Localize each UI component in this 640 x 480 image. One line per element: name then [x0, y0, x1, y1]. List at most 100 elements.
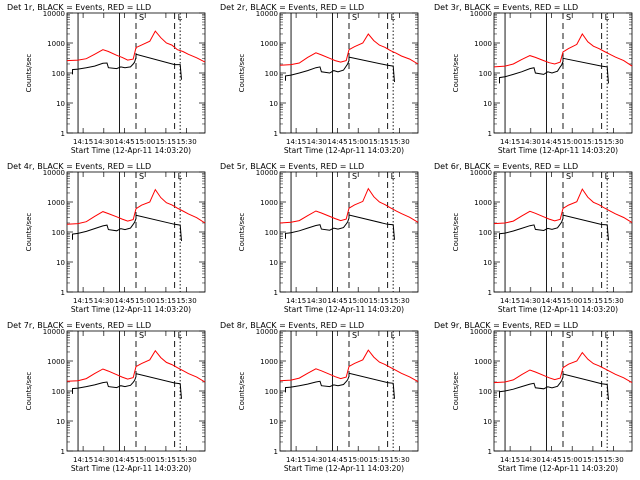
events-series-line — [72, 214, 182, 242]
ytick-label: 1 — [274, 130, 278, 138]
xtick-label: 14:45 — [114, 456, 134, 464]
y-axis-label: Counts/sec — [25, 213, 33, 252]
x-axis-label: Start Time (12-Apr-11 14:03:20) — [498, 464, 618, 473]
annotation-l: L — [605, 331, 610, 340]
lld-series-line — [279, 33, 419, 66]
annotation-s: S — [566, 172, 571, 181]
xtick-label: 15:00 — [135, 138, 155, 146]
xtick-label: 14:30 — [307, 456, 327, 464]
xtick-label: 14:15 — [73, 456, 93, 464]
panel-title: Det 3r, BLACK = Events, RED = LLD — [434, 3, 578, 12]
y-axis-label: Counts/sec — [25, 54, 33, 93]
lld-series-line — [493, 351, 633, 384]
y-axis-label: Counts/sec — [238, 372, 246, 411]
events-series-line — [285, 372, 395, 399]
xtick-label: 14:30 — [94, 138, 114, 146]
xtick-label: 15:15 — [156, 456, 176, 464]
ytick-label: 1 — [61, 448, 65, 456]
ytick-label: 1000 — [260, 40, 278, 48]
x-axis-label: Start Time (12-Apr-11 14:03:20) — [498, 146, 618, 155]
annotation-l: L — [391, 331, 396, 340]
annotation-s: S — [566, 13, 571, 22]
xtick-label: 14:30 — [521, 138, 541, 146]
ytick-label: 100 — [479, 70, 492, 78]
ytick-label: 10 — [56, 418, 65, 426]
xtick-label: 14:45 — [541, 297, 561, 305]
detector-panel-6: Det 6r, BLACK = Events, RED = LLD 1 10 100 1… — [434, 162, 633, 314]
ytick-label: 10 — [269, 418, 278, 426]
xtick-label: 15:15 — [369, 297, 389, 305]
annotation-s: S — [352, 331, 357, 340]
ytick-label: 10 — [56, 259, 65, 267]
ytick-label: 10000 — [43, 169, 65, 177]
ytick-label: 1000 — [474, 40, 492, 48]
x-axis-label: Start Time (12-Apr-11 14:03:20) — [284, 464, 404, 473]
x-axis-label: Start Time (12-Apr-11 14:03:20) — [71, 305, 191, 314]
xtick-label: 14:15 — [500, 456, 520, 464]
xtick-label: 15:00 — [562, 456, 582, 464]
xtick-label: 14:15 — [286, 297, 306, 305]
y-axis-label: Counts/sec — [238, 54, 246, 93]
xtick-label: 14:45 — [114, 297, 134, 305]
y-axis-label: Counts/sec — [238, 213, 246, 252]
events-series-line — [285, 56, 395, 83]
y-axis-label: Counts/sec — [452, 213, 460, 252]
lld-series-line — [279, 349, 419, 383]
xtick-label: 15:15 — [583, 138, 603, 146]
xtick-label: 14:15 — [73, 297, 93, 305]
lld-series-line — [66, 188, 206, 225]
x-axis-label: Start Time (12-Apr-11 14:03:20) — [284, 146, 404, 155]
ytick-label: 100 — [52, 70, 65, 78]
xtick-label: 15:30 — [177, 138, 197, 146]
xtick-label: 14:15 — [500, 297, 520, 305]
xtick-label: 15:30 — [177, 297, 197, 305]
xtick-label: 15:30 — [390, 456, 410, 464]
annotation-s: S — [352, 172, 357, 181]
ytick-label: 1000 — [474, 358, 492, 366]
events-series-line — [499, 373, 609, 401]
xtick-label: 15:30 — [390, 138, 410, 146]
annotation-s: S — [566, 331, 571, 340]
xtick-label: 15:00 — [562, 297, 582, 305]
ytick-label: 1 — [488, 130, 492, 138]
xtick-label: 14:45 — [541, 138, 561, 146]
detector-panel-3: Det 3r, BLACK = Events, RED = LLD 1 10 100 1… — [434, 3, 633, 155]
xtick-label: 14:30 — [307, 138, 327, 146]
xtick-label: 15:30 — [390, 297, 410, 305]
ytick-label: 1000 — [260, 199, 278, 207]
events-series-line — [285, 214, 395, 240]
xtick-label: 15:15 — [156, 297, 176, 305]
xtick-label: 14:45 — [327, 456, 347, 464]
ytick-label: 10 — [483, 100, 492, 108]
lld-series-line — [493, 33, 633, 68]
xtick-label: 15:15 — [156, 138, 176, 146]
xtick-label: 14:45 — [114, 138, 134, 146]
ytick-label: 1 — [488, 448, 492, 456]
xtick-label: 15:15 — [369, 456, 389, 464]
xtick-label: 14:15 — [286, 456, 306, 464]
detector-panel-9: Det 9r, BLACK = Events, RED = LLD 1 10 100 1… — [434, 321, 633, 473]
annotation-s: S — [139, 172, 144, 181]
ytick-label: 1000 — [47, 199, 65, 207]
annotation-l: L — [178, 331, 183, 340]
ytick-label: 1000 — [47, 40, 65, 48]
annotation-s: S — [139, 331, 144, 340]
panel-title: Det 2r, BLACK = Events, RED = LLD — [220, 3, 364, 12]
ytick-label: 100 — [52, 388, 65, 396]
xtick-label: 14:30 — [307, 297, 327, 305]
ytick-label: 10000 — [256, 10, 278, 18]
annotation-s: S — [352, 13, 357, 22]
xtick-label: 14:45 — [327, 297, 347, 305]
xtick-label: 14:45 — [541, 456, 561, 464]
ytick-label: 1000 — [474, 199, 492, 207]
xtick-label: 15:00 — [348, 456, 368, 464]
annotation-l: L — [178, 13, 183, 22]
ytick-label: 10000 — [470, 10, 492, 18]
detector-panel-8: Det 8r, BLACK = Events, RED = LLD 1 10 100 1… — [220, 321, 419, 473]
xtick-label: 15:00 — [348, 297, 368, 305]
lld-series-line — [66, 349, 206, 383]
lld-series-line — [66, 30, 206, 63]
ytick-label: 10000 — [470, 169, 492, 177]
xtick-label: 14:45 — [327, 138, 347, 146]
